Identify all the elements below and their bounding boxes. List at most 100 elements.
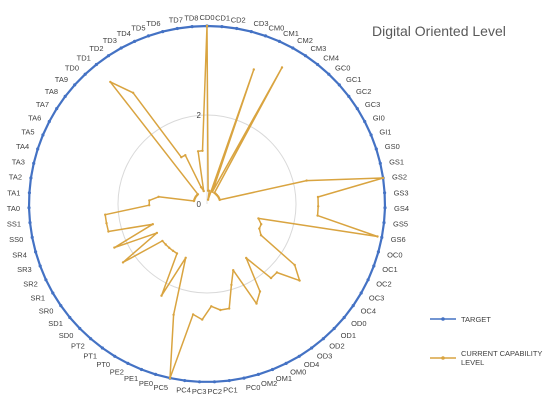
category-label-gc0: GC0 [335,64,350,73]
target-point-cd3 [249,30,253,34]
legend-item-current: CURRENT CAPABILITY LEVEL [430,349,542,367]
category-label-gs6: GS6 [391,235,406,244]
target-point-pt2 [89,337,93,341]
current-point-od0 [298,279,301,282]
current-point-pc0 [228,307,231,310]
current-point-pc5 [168,376,172,380]
target-point-od0 [342,315,346,320]
target-point-od4 [297,354,301,358]
target-point-od2 [321,337,325,341]
category-label-om0: OM0 [290,368,306,377]
current-point-pt0 [175,252,179,255]
target-point-om1 [270,367,275,372]
category-label-gc2: GC2 [356,87,371,96]
category-label-od2: OD2 [329,342,344,351]
current-point-pe2 [160,294,163,297]
current-point-gs4 [317,205,320,208]
category-label-td3: TD3 [103,36,117,45]
legend-label-current-line2: LEVEL [461,358,484,367]
target-point-om2 [256,372,260,376]
current-point-sr2 [113,246,116,249]
target-point-od3 [310,346,314,350]
target-point-ta8 [63,94,67,98]
current-point-td4 [184,154,187,157]
current-point-oc0 [257,217,260,220]
target-point-td0 [83,72,87,76]
category-label-ta5: TA5 [21,128,34,137]
category-label-cm2: CM2 [297,36,313,45]
current-point-gs2 [381,176,385,180]
target-point-ss0 [30,235,34,239]
category-label-gs4: GS4 [394,204,409,213]
target-point-gc2 [347,94,351,98]
category-label-pe0: PE0 [139,379,153,388]
category-label-pc3: PC3 [192,387,207,396]
category-label-ta4: TA4 [16,142,29,151]
category-label-ta3: TA3 [12,157,25,166]
category-label-pc5: PC5 [154,383,169,392]
current-point-sr1 [155,231,159,235]
legend-label-target: TARGET [461,315,491,324]
target-point-gc3 [355,107,359,111]
target-point-td3 [119,46,123,50]
category-label-ta0: TA0 [7,204,20,213]
category-label-ta7: TA7 [36,100,49,109]
category-label-td0: TD0 [65,64,79,73]
axis-tick-label: 0 [197,200,202,209]
current-point-cm2 [280,66,284,69]
target-point-sr0 [59,304,63,308]
current-point-gs1 [305,179,308,182]
target-point-cm1 [277,39,281,44]
category-label-cd3: CD3 [254,19,269,28]
current-point-pe0 [172,313,175,316]
category-label-gc1: GC1 [346,75,361,84]
target-point-ta0 [27,206,31,210]
target-point-ta2 [29,176,33,180]
chart-title: Digital Oriented Level [372,23,506,39]
target-point-cm3 [303,54,308,58]
current-point-oc2 [258,227,261,230]
target-point-sr1 [51,291,55,295]
current-point-pt2 [168,246,171,249]
category-label-cm4: CM4 [323,53,339,62]
current-point-cm1 [211,190,214,193]
target-point-gc1 [337,83,341,87]
target-point-pc0 [242,376,246,380]
category-label-td4: TD4 [117,29,131,38]
target-point-cm4 [316,62,320,67]
category-label-oc3: OC3 [369,294,384,303]
axis-tick-label: 2 [197,111,202,120]
target-point-cd2 [235,26,239,31]
target-point-td7 [175,26,179,31]
target-point-ta3 [32,161,36,165]
current-point-gs3 [316,195,320,199]
target-point-oc1 [372,264,376,268]
current-point-sd1 [161,239,164,243]
current-point-pc3 [201,318,204,321]
category-label-ta2: TA2 [9,173,22,182]
current-point-od3 [245,256,248,260]
category-label-sr3: SR3 [17,265,32,274]
current-point-od1 [275,271,279,274]
target-point-td8 [190,25,194,29]
current-point-oc1 [260,223,263,226]
category-label-pe1: PE1 [124,374,138,383]
current-point-td5 [199,186,203,189]
category-label-od3: OD3 [317,351,332,360]
target-point-pc2 [212,380,217,384]
category-label-sr0: SR0 [39,307,54,316]
target-point-pe2 [126,361,130,365]
target-point-oc4 [351,304,355,308]
target-point-td2 [106,54,111,58]
target-point-ss1 [28,221,32,225]
target-point-pt1 [100,346,104,350]
category-label-gs2: GS2 [392,173,407,182]
category-label-om2: OM2 [261,379,277,388]
target-point-sd1 [68,315,72,320]
current-point-pt1 [171,249,175,252]
category-label-pt2: PT2 [71,342,85,351]
category-label-sd1: SD1 [48,319,63,328]
target-point-od1 [332,326,336,331]
target-point-td4 [133,39,137,44]
